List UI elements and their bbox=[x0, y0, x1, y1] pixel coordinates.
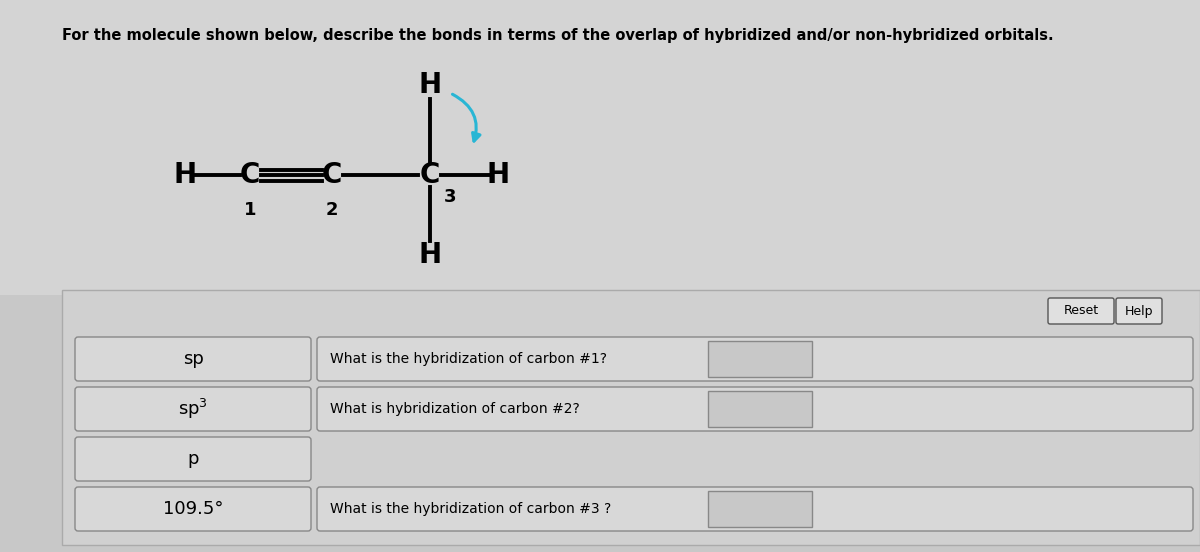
Text: What is hybridization of carbon #2?: What is hybridization of carbon #2? bbox=[330, 402, 580, 416]
Text: Reset: Reset bbox=[1063, 305, 1098, 317]
Text: Help: Help bbox=[1124, 305, 1153, 317]
Text: 2: 2 bbox=[325, 201, 338, 219]
Text: 109.5°: 109.5° bbox=[163, 500, 223, 518]
Text: 1: 1 bbox=[244, 201, 257, 219]
Text: C: C bbox=[240, 161, 260, 189]
FancyBboxPatch shape bbox=[74, 487, 311, 531]
FancyBboxPatch shape bbox=[317, 387, 1193, 431]
Text: 3: 3 bbox=[444, 188, 456, 206]
Bar bbox=[0, 0, 1200, 295]
FancyBboxPatch shape bbox=[1116, 298, 1162, 324]
Text: What is the hybridization of carbon #1?: What is the hybridization of carbon #1? bbox=[330, 352, 607, 366]
Text: sp: sp bbox=[182, 350, 204, 368]
FancyBboxPatch shape bbox=[74, 337, 311, 381]
FancyBboxPatch shape bbox=[74, 387, 311, 431]
Text: What is the hybridization of carbon #3 ?: What is the hybridization of carbon #3 ? bbox=[330, 502, 611, 516]
Text: C: C bbox=[420, 161, 440, 189]
FancyBboxPatch shape bbox=[74, 437, 311, 481]
FancyBboxPatch shape bbox=[1048, 298, 1114, 324]
Text: For the molecule shown below, describe the bonds in terms of the overlap of hybr: For the molecule shown below, describe t… bbox=[62, 28, 1054, 43]
FancyBboxPatch shape bbox=[62, 290, 1200, 545]
Text: p: p bbox=[187, 450, 199, 468]
FancyBboxPatch shape bbox=[708, 491, 812, 527]
Text: H: H bbox=[486, 161, 510, 189]
FancyBboxPatch shape bbox=[708, 341, 812, 377]
Text: C: C bbox=[322, 161, 342, 189]
Text: H: H bbox=[174, 161, 197, 189]
FancyBboxPatch shape bbox=[317, 337, 1193, 381]
Text: H: H bbox=[419, 71, 442, 99]
FancyBboxPatch shape bbox=[317, 487, 1193, 531]
FancyBboxPatch shape bbox=[708, 391, 812, 427]
Text: sp$^3$: sp$^3$ bbox=[178, 397, 208, 421]
Text: H: H bbox=[419, 241, 442, 269]
